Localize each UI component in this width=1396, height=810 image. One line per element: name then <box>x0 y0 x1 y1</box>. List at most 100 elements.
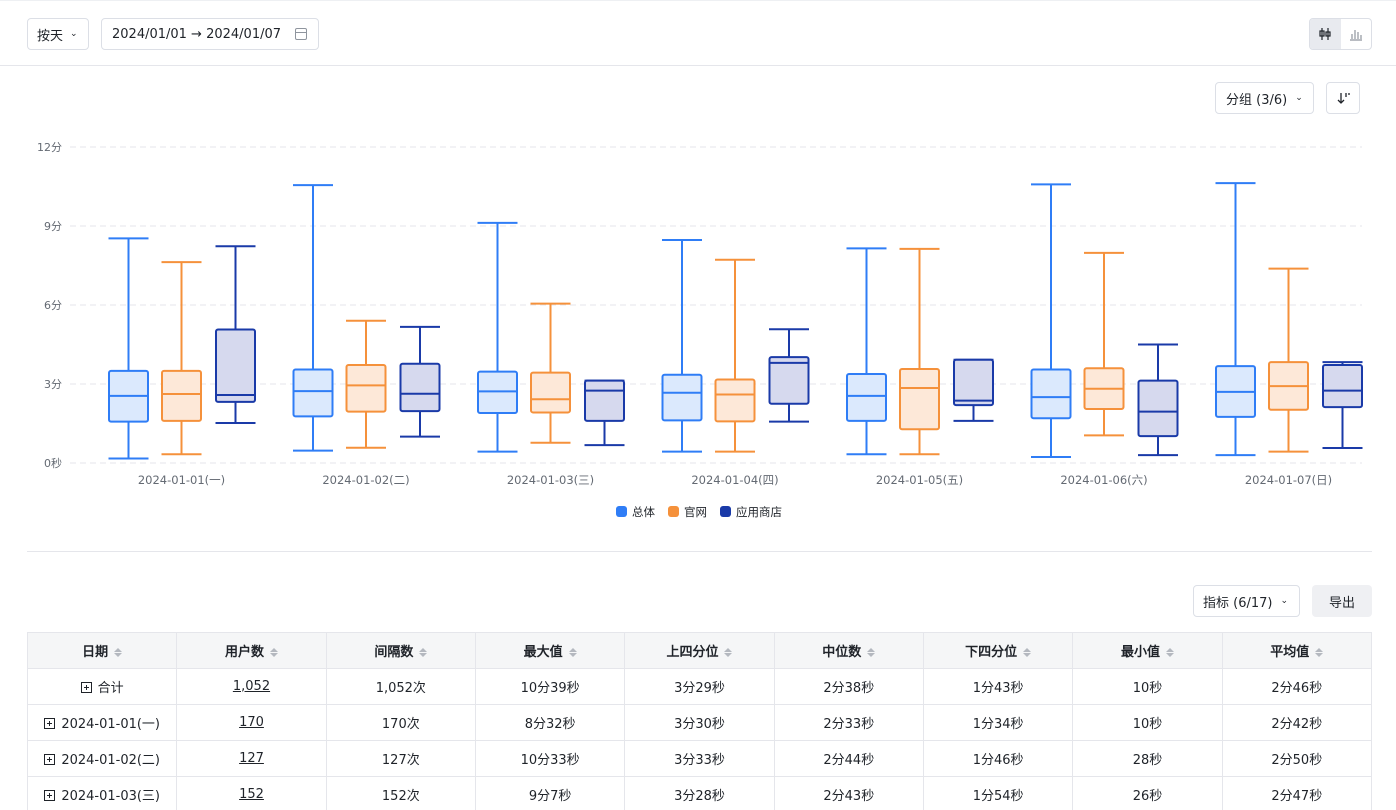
box-0-3 <box>661 373 703 422</box>
sort-icon <box>867 647 876 658</box>
table-row: 2024-01-02(二) 127 127次 10分33秒 3分33秒 2分44… <box>26 740 1373 777</box>
box-2-3 <box>768 356 810 405</box>
table-cell: 3分30秒 <box>624 704 775 741</box>
metric-select[interactable]: 指标 (6/17) ⌄ <box>1193 585 1300 617</box>
column-header[interactable]: 上四分位 <box>624 632 775 669</box>
chart-type-switch <box>1309 18 1372 50</box>
sort-icon <box>270 647 278 658</box>
box-1-1 <box>345 364 387 413</box>
box-0-5 <box>1030 368 1072 420</box>
export-button[interactable]: 导出 <box>1312 585 1372 617</box>
granularity-label: 按天 <box>37 28 64 44</box>
legend-label: 官网 <box>684 505 707 519</box>
box-2-6 <box>1322 364 1363 409</box>
bar-view-button[interactable] <box>1341 19 1372 49</box>
boxplot-chart: 0秒 3分 6分 9分 12分 2024-01-01(一) 2024-01-02(二) 202… <box>37 141 1363 519</box>
user-count-link[interactable]: 170 <box>176 704 327 741</box>
table-cell: 2分50秒 <box>1221 740 1373 777</box>
table-cell: 2分47秒 <box>1221 776 1373 810</box>
calendar-icon <box>295 28 307 40</box>
table-cell: 10秒 <box>1072 704 1223 741</box>
y-tick-label: 3分 <box>44 378 62 391</box>
box-0-1 <box>292 368 334 418</box>
table-cell: 10分33秒 <box>474 740 626 777</box>
table-row: 2024-01-03(三) 152 152次 9分7秒 3分28秒 2分43秒 … <box>26 776 1373 810</box>
table-cell: 2分38秒 <box>773 668 924 705</box>
date-cell[interactable]: 2024-01-01(一) <box>26 704 178 741</box>
column-header[interactable]: 下四分位 <box>922 632 1074 669</box>
group-select[interactable]: 分组 (3/6) ⌄ <box>1215 82 1314 114</box>
user-count-link[interactable]: 127 <box>176 740 327 777</box>
y-tick-label: 9分 <box>44 220 62 233</box>
chevron-down-icon: ⌄ <box>1295 93 1303 103</box>
table-cell: 1分43秒 <box>922 668 1074 705</box>
legend-label: 总体 <box>632 505 655 519</box>
x-tick-label: 2024-01-02(二) <box>322 473 409 487</box>
box-2-5 <box>1137 379 1179 438</box>
section-divider <box>27 551 1372 552</box>
date-cell[interactable]: 2024-01-02(二) <box>26 740 178 777</box>
legend-label: 应用商店 <box>736 505 782 519</box>
table-row: 合计 1,052 1,052次 10分39秒 3分29秒 2分38秒 1分43秒… <box>26 668 1373 705</box>
y-tick-label: 0秒 <box>44 456 62 470</box>
column-header[interactable]: 用户数 <box>176 632 327 669</box>
table-cell: 1分46秒 <box>922 740 1074 777</box>
sort-button[interactable] <box>1326 82 1360 114</box>
expand-icon <box>44 754 56 765</box>
legend-swatch <box>668 506 679 517</box>
date-range-picker[interactable]: 2024/01/01 → 2024/01/07 <box>101 18 319 50</box>
bar-chart-icon <box>1349 30 1362 41</box>
table-cell: 10秒 <box>1072 668 1223 705</box>
user-count-link[interactable]: 1,052 <box>176 668 327 705</box>
box-0-4 <box>846 372 887 422</box>
x-tick-label: 2024-01-05(五) <box>876 473 963 487</box>
x-tick-label: 2024-01-07(日) <box>1245 473 1332 487</box>
x-tick-label: 2024-01-04(四) <box>691 473 778 487</box>
table-row: 2024-01-01(一) 170 170次 8分32秒 3分30秒 2分33秒… <box>26 704 1373 741</box>
table-cell: 127次 <box>325 740 476 777</box>
column-header[interactable]: 最大值 <box>474 632 626 669</box>
table-cell: 152次 <box>325 776 476 810</box>
column-header[interactable]: 中位数 <box>773 632 924 669</box>
sort-icon <box>1337 93 1350 104</box>
box-2-4 <box>953 358 994 407</box>
sort-icon <box>568 647 577 658</box>
boxplot-view-button[interactable] <box>1310 19 1341 49</box>
box-1-4 <box>899 367 940 431</box>
table-cell: 26秒 <box>1072 776 1223 810</box>
user-count-link[interactable]: 152 <box>176 776 327 810</box>
sort-icon <box>114 647 123 658</box>
date-cell[interactable]: 合计 <box>26 668 178 705</box>
table-cell: 1分34秒 <box>922 704 1074 741</box>
legend-swatch <box>616 506 627 517</box>
sort-icon <box>419 647 428 658</box>
x-tick-label: 2024-01-01(一) <box>138 473 225 487</box>
x-tick-label: 2024-01-03(三) <box>507 473 594 487</box>
table-cell: 10分39秒 <box>474 668 626 705</box>
chevron-down-icon: ⌄ <box>1280 596 1289 606</box>
x-tick-label: 2024-01-06(六) <box>1060 473 1147 487</box>
chevron-down-icon: ⌄ <box>70 29 78 39</box>
box-2-2 <box>584 379 625 422</box>
column-header[interactable]: 日期 <box>26 632 178 669</box>
column-header[interactable]: 间隔数 <box>325 632 476 669</box>
table-cell: 3分29秒 <box>624 668 775 705</box>
box-1-0 <box>161 369 202 422</box>
date-cell[interactable]: 2024-01-03(三) <box>26 776 178 810</box>
table-cell: 2分46秒 <box>1221 668 1373 705</box>
column-header[interactable]: 最小值 <box>1072 632 1223 669</box>
column-header[interactable]: 平均值 <box>1221 632 1373 669</box>
table-cell: 2分44秒 <box>773 740 924 777</box>
box-1-2 <box>530 371 571 414</box>
table-cell: 9分7秒 <box>474 776 626 810</box>
data-table: 日期 用户数 间隔数 最大值 上四分位 中位数 下四分位 最小值 平均值 合计 … <box>26 632 1373 810</box>
table-cell: 3分28秒 <box>624 776 775 810</box>
granularity-select[interactable]: 按天 ⌄ <box>27 18 89 50</box>
table-cell: 2分43秒 <box>773 776 924 810</box>
boxplot-icon <box>1319 28 1331 40</box>
table-cell: 170次 <box>325 704 476 741</box>
table-cell: 28秒 <box>1072 740 1223 777</box>
table-cell: 1分54秒 <box>922 776 1074 810</box>
y-tick-label: 6分 <box>44 299 62 312</box>
box-2-0 <box>215 328 256 403</box>
